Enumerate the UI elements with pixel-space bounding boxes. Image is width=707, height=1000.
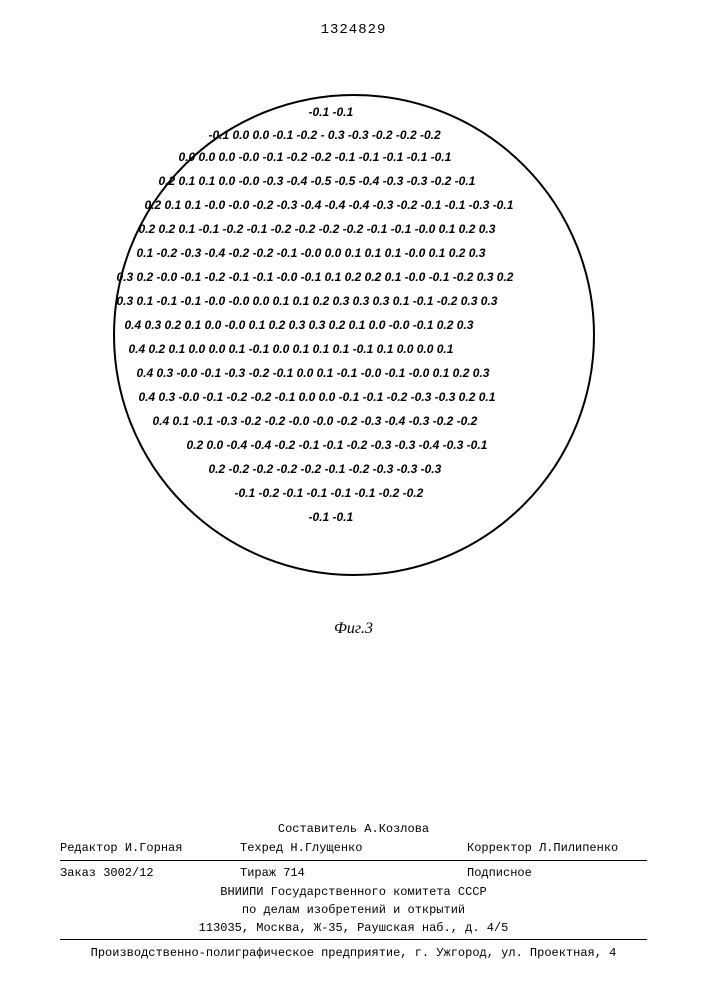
circulation-label: Тираж <box>240 866 276 880</box>
data-row: 0.2 0.1 0.1 -0.0 -0.0 -0.2 -0.3 -0.4 -0.… <box>145 198 514 212</box>
data-row: 0.2 -0.2 -0.2 -0.2 -0.2 -0.1 -0.2 -0.3 -… <box>209 462 442 476</box>
corrector-label: Корректор <box>467 841 532 855</box>
techred-label: Техред <box>240 841 283 855</box>
data-row: -0.1 -0.1 <box>309 510 354 524</box>
footer-printer: Производственно-полиграфическое предприя… <box>60 942 647 960</box>
data-row: 0.2 0.0 -0.4 -0.4 -0.2 -0.1 -0.1 -0.2 -0… <box>187 438 488 452</box>
data-row: 0.4 0.1 -0.1 -0.3 -0.2 -0.2 -0.0 -0.0 -0… <box>153 414 478 428</box>
footer-techred: Техред Н.Глущенко <box>240 841 467 855</box>
footer-editor: Редактор И.Горная <box>60 841 240 855</box>
footer-compiler: Составитель А.Козлова <box>60 820 647 838</box>
footer-circulation: Тираж 714 <box>240 866 467 880</box>
footer-order-row: Заказ 3002/12 Тираж 714 Подписное <box>60 863 647 883</box>
figure-caption: Фиг.3 <box>334 620 373 638</box>
divider <box>60 860 647 861</box>
divider <box>60 939 647 940</box>
footer-credits-row: Редактор И.Горная Техред Н.Глущенко Корр… <box>60 838 647 858</box>
data-row: 0.4 0.3 0.2 0.1 0.0 -0.0 0.1 0.2 0.3 0.3… <box>125 318 474 332</box>
data-row: 0.4 0.3 -0.0 -0.1 -0.3 -0.2 -0.1 0.0 0.1… <box>137 366 490 380</box>
editor-name: И.Горная <box>125 841 183 855</box>
footer-subscription: Подписное <box>467 866 647 880</box>
footer-org1: ВНИИПИ Государственного комитета СССР <box>60 883 647 901</box>
data-row: 0.2 0.1 0.1 0.0 -0.0 -0.3 -0.4 -0.5 -0.5… <box>159 174 476 188</box>
data-row: -0.1 -0.2 -0.1 -0.1 -0.1 -0.1 -0.2 -0.2 <box>235 486 424 500</box>
corrector-name: Л.Пилипенко <box>539 841 618 855</box>
techred-name: Н.Глущенко <box>290 841 362 855</box>
data-row: 0.4 0.2 0.1 0.0 0.0 0.1 -0.1 0.0 0.1 0.1… <box>129 342 454 356</box>
data-row: -0.1 0.0 0.0 -0.1 -0.2 - 0.3 -0.3 -0.2 -… <box>209 128 441 142</box>
footer-corrector: Корректор Л.Пилипенко <box>467 841 647 855</box>
data-row: -0.1 -0.1 <box>309 105 354 119</box>
data-row: 0.3 0.2 -0.0 -0.1 -0.2 -0.1 -0.1 -0.0 -0… <box>117 270 514 284</box>
editor-label: Редактор <box>60 841 118 855</box>
data-row: 0.2 0.2 0.1 -0.1 -0.2 -0.1 -0.2 -0.2 -0.… <box>139 222 496 236</box>
page-number: 1324829 <box>321 22 387 38</box>
data-row: 0.4 0.3 -0.0 -0.1 -0.2 -0.2 -0.1 0.0 0.0… <box>139 390 496 404</box>
footer-order: Заказ 3002/12 <box>60 866 240 880</box>
data-row: 0.1 -0.2 -0.3 -0.4 -0.2 -0.2 -0.1 -0.0 0… <box>137 246 486 260</box>
data-row: 0.3 0.1 -0.1 -0.1 -0.0 -0.0 0.0 0.1 0.1 … <box>117 294 498 308</box>
footer: Составитель А.Козлова Редактор И.Горная … <box>60 820 647 960</box>
footer-address: 113035, Москва, Ж-35, Раушская наб., д. … <box>60 919 647 937</box>
data-row: 0.0 0.0 0.0 -0.0 -0.1 -0.2 -0.2 -0.1 -0.… <box>179 150 452 164</box>
circulation-value: 714 <box>283 866 305 880</box>
footer-org2: по делам изобретений и открытий <box>60 901 647 919</box>
figure-container: -0.1 -0.1 -0.1 0.0 0.0 -0.1 -0.2 - 0.3 -0… <box>109 90 599 580</box>
